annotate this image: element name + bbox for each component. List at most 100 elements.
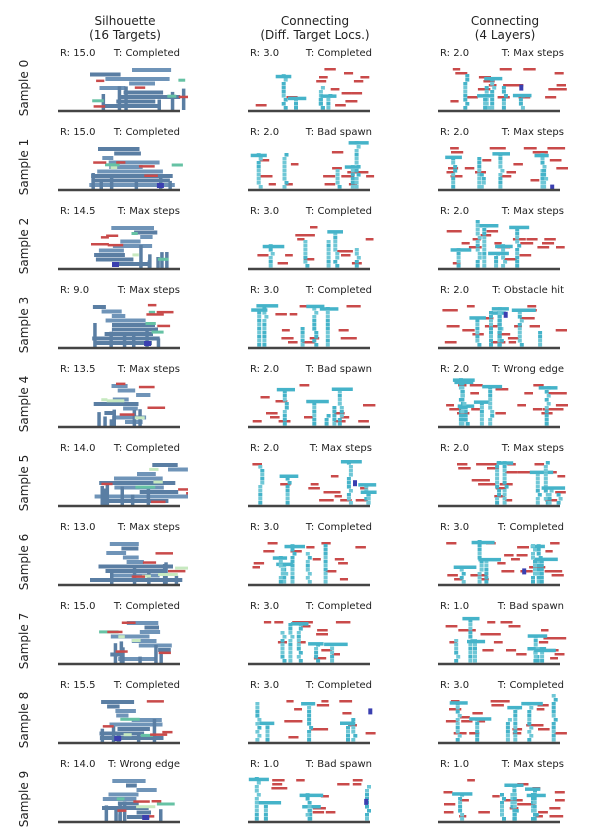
target-marker (469, 732, 480, 735)
sample-canvas (438, 147, 568, 192)
connecting-block (551, 710, 556, 714)
reward-annotation: R: 3.0 (250, 680, 280, 691)
silhouette-block (103, 416, 107, 426)
connecting-block (280, 655, 285, 659)
target-marker (297, 641, 306, 644)
target-marker (281, 329, 290, 332)
sample-canvas (58, 226, 180, 271)
connecting-block (348, 489, 353, 493)
connecting-block (475, 738, 480, 742)
target-marker (319, 76, 328, 79)
connecting-block (333, 232, 338, 236)
connecting-block (325, 315, 330, 319)
connecting-block (533, 643, 538, 647)
target-marker (554, 72, 564, 75)
target-marker (493, 147, 506, 150)
connecting-block (473, 651, 477, 655)
connecting-block (510, 793, 515, 797)
connecting-block (265, 734, 270, 738)
sample-panel-four-layers (438, 220, 568, 272)
column-title-line: Silhouette (94, 14, 156, 28)
connecting-block (281, 90, 286, 94)
connecting-block (324, 642, 348, 647)
target-marker (310, 226, 318, 229)
target-marker (449, 641, 458, 644)
target-marker (266, 412, 278, 415)
highlight-block (149, 467, 159, 471)
reward-annotation: R: 2.0 (250, 364, 280, 375)
connecting-block (451, 173, 456, 177)
connecting-block (332, 422, 337, 426)
target-marker (477, 574, 488, 577)
connecting-block (366, 493, 371, 497)
connecting-block (482, 252, 487, 256)
silhouette-block (126, 621, 159, 625)
target-marker (317, 629, 328, 632)
target-marker (342, 712, 352, 715)
connecting-block (484, 568, 489, 572)
connecting-block (337, 390, 342, 394)
silhouette-block (139, 630, 161, 634)
agent-block (156, 183, 164, 188)
connecting-block (473, 643, 477, 647)
highlight-block (135, 485, 156, 489)
sample-panel-silhouette (58, 694, 188, 746)
termination-annotation: T: Completed (305, 601, 372, 612)
connecting-block (517, 244, 522, 248)
sample-canvas (248, 460, 377, 508)
target-marker (268, 183, 276, 186)
agent-block (353, 480, 357, 487)
connecting-block (283, 98, 288, 102)
connecting-block (454, 651, 459, 655)
connecting-block (332, 414, 337, 418)
target-marker (338, 562, 348, 565)
connecting-block (535, 473, 540, 477)
target-marker (321, 649, 333, 652)
termination-annotation: T: Wrong edge (108, 759, 180, 770)
target-marker (551, 574, 564, 577)
sample-canvas (248, 621, 370, 666)
connecting-block (307, 817, 312, 821)
reward-annotation: R: 13.5 (60, 364, 96, 375)
connecting-block (278, 576, 283, 580)
target-marker (93, 161, 107, 164)
connecting-block (477, 544, 482, 548)
connecting-block (542, 185, 547, 189)
connecting-block (488, 251, 509, 256)
target-marker (308, 487, 320, 490)
connecting-block (542, 173, 547, 177)
connecting-block (529, 706, 534, 710)
connecting-block (533, 564, 537, 568)
connecting-block (366, 497, 371, 501)
target-marker (554, 732, 567, 735)
connecting-block (536, 552, 541, 556)
connecting-block (301, 702, 316, 706)
connecting-block (468, 655, 473, 659)
connecting-block (251, 308, 268, 312)
target-marker (310, 728, 318, 731)
termination-annotation: T: Completed (497, 680, 564, 691)
target-marker (500, 175, 512, 178)
target-marker (557, 88, 567, 91)
connecting-block (312, 327, 317, 331)
connecting-block (456, 252, 461, 256)
connecting-block (451, 185, 456, 189)
silhouette-block (126, 783, 137, 788)
target-marker (330, 475, 339, 478)
connecting-block (354, 169, 359, 173)
target-marker (302, 234, 312, 237)
target-marker (270, 416, 280, 419)
connecting-block (263, 805, 268, 809)
connecting-block (475, 734, 480, 738)
connecting-block (358, 483, 377, 487)
target-marker (341, 783, 350, 786)
termination-annotation: T: Max steps (501, 759, 564, 770)
target-marker (341, 254, 351, 257)
silhouette-block (94, 253, 125, 257)
termination-annotation: T: Completed (305, 522, 372, 533)
connecting-block (532, 801, 537, 805)
connecting-block (303, 252, 308, 256)
connecting-block (265, 730, 270, 734)
highlight-block (171, 163, 183, 167)
silhouette-block (110, 572, 114, 584)
